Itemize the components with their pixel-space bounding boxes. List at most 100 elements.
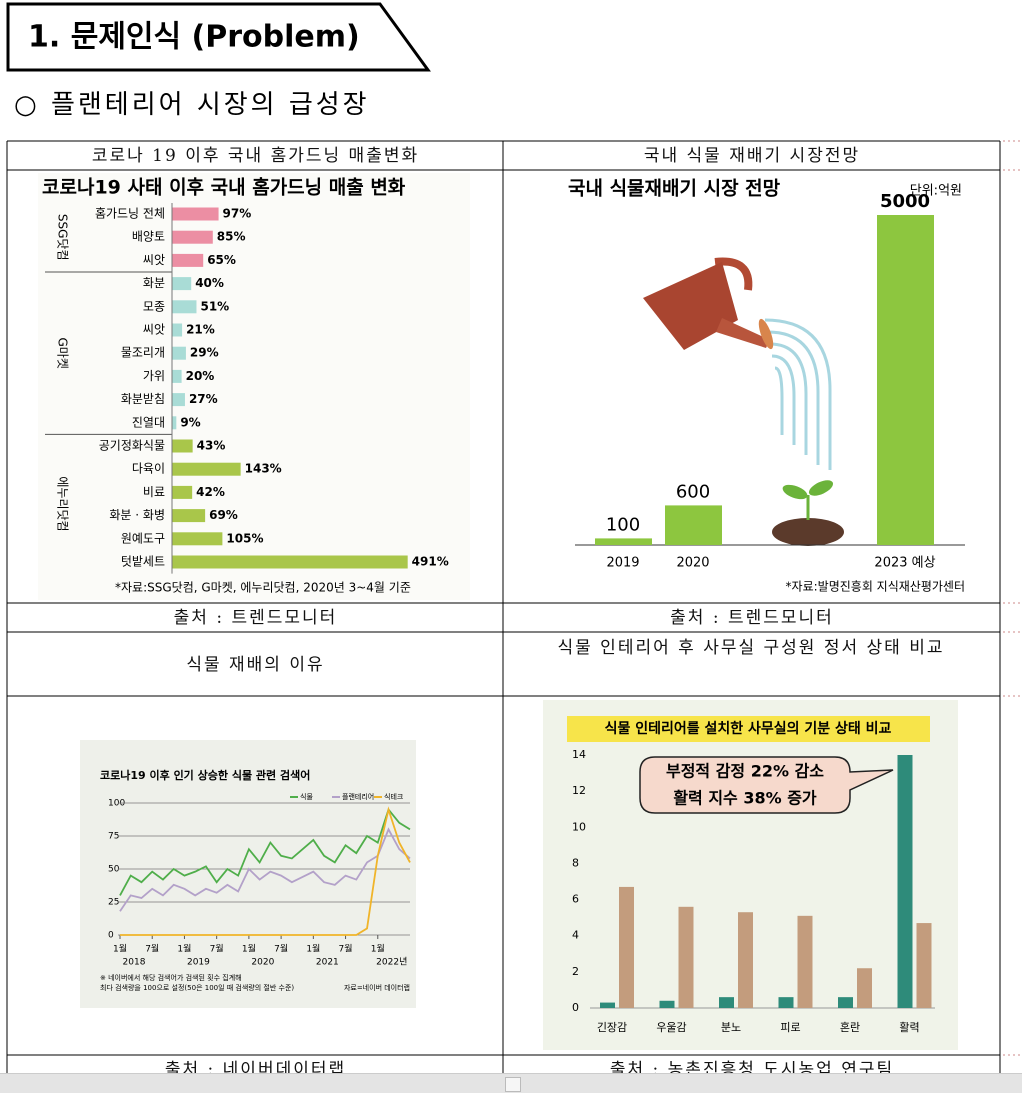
bar	[172, 462, 241, 476]
bar	[172, 485, 193, 499]
chart-bg	[38, 173, 470, 600]
bar	[172, 277, 192, 291]
x-tick-label: 7월	[210, 943, 224, 955]
category-label: 활력	[899, 1020, 919, 1034]
value-label: 21%	[186, 323, 215, 337]
legend-label: 플랜테리어	[342, 792, 374, 801]
table-cell: 식물 재배의 이유	[186, 655, 325, 675]
chart-note: 최다 검색량을 100으로 설정(50은 100일 때 검색량의 절반 수준)	[100, 983, 294, 992]
category-label: 2023 예상	[874, 556, 935, 571]
y-tick-label: 25	[108, 898, 119, 908]
callout-text: 활력 지수 38% 증가	[673, 789, 817, 808]
value-label: 65%	[207, 253, 236, 267]
table-cell: 출처 : 트렌드모니터	[173, 608, 338, 628]
category-label: 화분 · 화병	[109, 508, 165, 522]
year-label: 2022년	[376, 957, 407, 968]
x-tick-label: 7월	[274, 943, 288, 955]
chart-title: 코로나19 사태 이후 국내 홈가드닝 매출 변화	[42, 176, 406, 199]
category-label: 배양토	[132, 230, 165, 244]
chart-title: 식물 인테리어를 설치한 사무실의 기분 상태 비교	[605, 720, 892, 737]
callout-text: 부정적 감정 22% 감소	[666, 762, 824, 781]
bar	[600, 1002, 615, 1008]
scrollbar[interactable]	[0, 1073, 1022, 1093]
value-label: 600	[676, 481, 710, 502]
category-label: 진열대	[132, 415, 165, 429]
chart-source: 자료=네이버 데이터랩	[344, 983, 410, 992]
bar	[838, 997, 853, 1008]
value-label: 105%	[226, 531, 263, 545]
chart-note: *자료:발명진흥회 지식재산평가센터	[786, 580, 965, 594]
callout-bubble	[639, 756, 894, 814]
value-label: 40%	[195, 276, 224, 290]
bar	[172, 416, 177, 430]
bar	[678, 906, 694, 1008]
category-label: 분노	[721, 1021, 741, 1034]
value-label: 20%	[186, 369, 215, 383]
year-label: 2019	[187, 958, 210, 968]
y-tick-label: 4	[572, 929, 579, 942]
bar	[172, 230, 213, 244]
x-tick-label: 1월	[113, 943, 127, 955]
year-label: 2018	[123, 958, 146, 968]
value-label: 27%	[189, 392, 218, 406]
year-label: 2021	[316, 958, 339, 968]
group-label: 에누리닷컴	[56, 476, 70, 531]
table-lines	[6, 140, 1001, 1092]
y-tick-label: 75	[108, 832, 119, 842]
bar	[172, 369, 182, 383]
y-tick-label: 8	[572, 856, 579, 869]
value-label: 491%	[412, 555, 449, 569]
bar	[857, 968, 872, 1008]
value-label: 5000	[880, 191, 930, 212]
category-label: 홈가드닝 전체	[95, 207, 165, 221]
scroll-button[interactable]	[505, 1077, 521, 1092]
bar	[659, 1000, 675, 1008]
title: 1. 문제인식 (Problem)	[28, 20, 360, 55]
bar	[619, 886, 634, 1008]
bar	[738, 912, 753, 1008]
chart-title: 코로나19 이후 인기 상승한 식물 관련 검색어	[100, 768, 310, 782]
category-label: 2019	[606, 556, 639, 571]
table-cell: 식물 인테리어 후 사무실 구성원 정서 상태 비교	[557, 638, 945, 658]
bar	[172, 532, 223, 546]
category-label: 씨앗	[143, 323, 165, 337]
x-tick-label: 7월	[339, 943, 353, 955]
line	[119, 807, 411, 896]
y-tick-label: 6	[572, 893, 579, 906]
bar	[172, 346, 186, 360]
table-cell: 국내 식물 재배기 시장전망	[643, 146, 861, 166]
line	[119, 827, 411, 912]
x-tick-label: 1월	[242, 943, 256, 955]
value-label: 97%	[223, 207, 252, 221]
value-label: 29%	[190, 346, 219, 360]
bar	[877, 215, 934, 545]
bar	[595, 538, 652, 545]
category-label: 화분받침	[121, 392, 165, 406]
category-label: 피로	[780, 1021, 800, 1034]
margin-marks	[1003, 140, 1022, 1056]
title-box	[6, 2, 431, 72]
value-label: 43%	[197, 439, 226, 453]
bar	[172, 323, 183, 337]
category-label: 공기정화식물	[99, 439, 165, 453]
y-tick-label: 50	[108, 865, 120, 875]
value-label: 143%	[245, 462, 282, 476]
bar	[665, 505, 722, 545]
value-label: 100	[606, 514, 640, 535]
y-tick-label: 100	[108, 799, 125, 809]
year-label: 2020	[251, 958, 274, 968]
y-tick-label: 14	[572, 748, 586, 761]
y-tick-label: 0	[572, 1001, 579, 1014]
bar	[172, 300, 197, 314]
chart-note: ※ 네이버에서 해당 검색어가 검색된 횟수 집계해	[100, 973, 242, 982]
legend-label: 식물	[300, 792, 313, 801]
bar	[172, 393, 185, 407]
bar	[797, 915, 813, 1008]
x-tick-label: 1월	[177, 943, 191, 955]
watering-can-illustration	[643, 257, 844, 546]
category-label: 물조리개	[121, 346, 165, 360]
value-label: 51%	[200, 299, 229, 313]
category-label: 화분	[143, 276, 165, 290]
y-tick-label: 10	[572, 820, 586, 833]
group-label: G마켓	[56, 338, 70, 369]
